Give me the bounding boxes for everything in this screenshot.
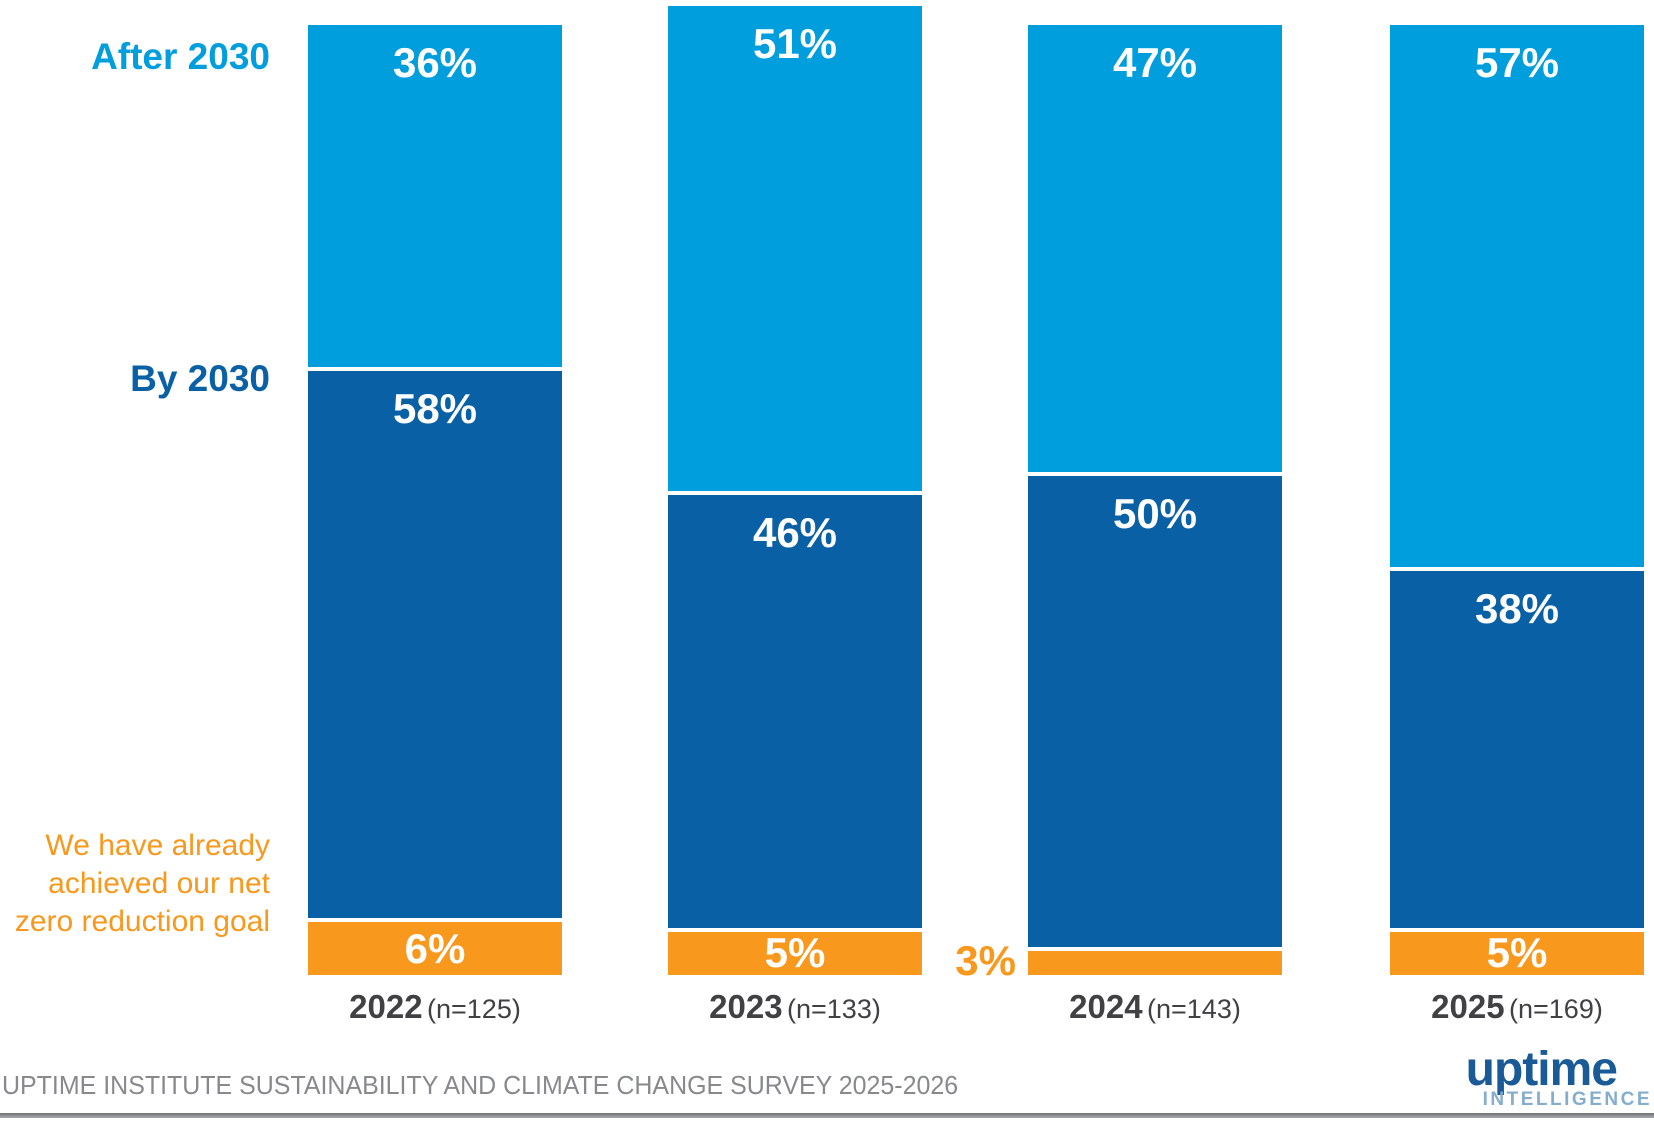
legend-achieved-goal: We have already achieved our net zero re… <box>15 827 270 941</box>
bar-2024: 47% 50% <box>1028 25 1282 975</box>
x-axis-label-2022: 2022 (n=125) <box>308 988 562 1026</box>
legend-by-2030: By 2030 <box>130 358 270 399</box>
value-label: 50% <box>1112 489 1198 537</box>
segment-2022-by-2030: 58% <box>308 367 562 918</box>
year-label: 2024 <box>1069 988 1143 1025</box>
year-label: 2025 <box>1431 988 1505 1025</box>
segment-2024-by-2030: 50% <box>1028 471 1282 947</box>
segment-2024-after-2030: 47% <box>1028 25 1282 472</box>
value-label: 47% <box>1112 39 1198 86</box>
legend-achieved-line-2: achieved our net <box>48 867 270 900</box>
bar-2022: 36% 58% 6% <box>308 25 562 975</box>
segment-2023-after-2030: 51% <box>668 6 922 491</box>
segment-2025-by-2030: 38% <box>1390 566 1644 928</box>
intelligence-logo-label: INTELLIGENCE <box>1482 1089 1652 1110</box>
value-label-outside: 3% <box>955 936 1016 984</box>
value-label: 5% <box>1486 929 1548 977</box>
value-label: 46% <box>752 508 838 556</box>
legend-achieved-line-3: zero reduction goal <box>14 905 270 938</box>
sample-size-label: (n=143) <box>1147 994 1241 1024</box>
legend-after-2030: After 2030 <box>91 36 270 77</box>
bar-2025: 57% 38% 5% <box>1390 25 1644 977</box>
value-label: 38% <box>1474 584 1560 632</box>
segment-2025-after-2030: 57% <box>1390 25 1644 567</box>
value-label: 36% <box>392 39 478 86</box>
segment-2022-after-2030: 36% <box>308 25 562 367</box>
value-label: 6% <box>404 924 466 972</box>
segment-2023-by-2030: 46% <box>668 490 922 928</box>
x-axis-label-2024: 2024 (n=143) <box>1028 988 1282 1026</box>
source-attribution-text: UPTIME INSTITUTE SUSTAINABILITY AND CLIM… <box>2 1070 959 1100</box>
segment-2022-we-have: 6% <box>308 918 562 975</box>
sample-size-label: (n=133) <box>787 994 881 1024</box>
x-axis-label-2025: 2025 (n=169) <box>1390 988 1644 1026</box>
sample-size-label: (n=125) <box>427 994 521 1024</box>
value-label: 58% <box>392 385 478 432</box>
value-label: 51% <box>752 20 838 67</box>
value-label: 5% <box>764 929 826 977</box>
uptime-logo: uptime <box>1465 1043 1618 1096</box>
legend-achieved-line-1: We have already <box>45 829 270 862</box>
value-label: 57% <box>1474 39 1560 86</box>
bottom-divider-rule <box>0 1113 1654 1118</box>
sample-size-label: (n=169) <box>1509 994 1603 1024</box>
bar-2023: 51% 46% 5% <box>668 6 922 977</box>
segment-2023-we-have: 5% <box>668 927 922 977</box>
year-label: 2023 <box>709 988 783 1025</box>
x-axis-label-2023: 2023 (n=133) <box>668 988 922 1026</box>
segment-2025-we-have: 5% <box>1390 927 1644 977</box>
segment-2024-we-have <box>1028 946 1282 975</box>
year-label: 2022 <box>349 988 423 1025</box>
